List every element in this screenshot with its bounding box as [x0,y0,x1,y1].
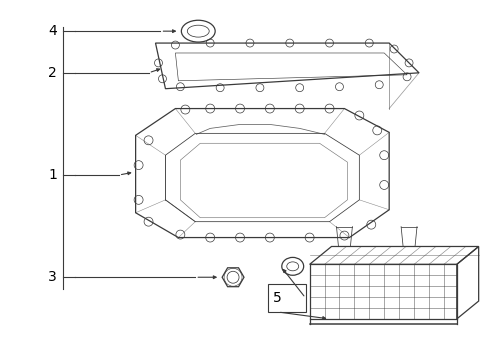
Text: 4: 4 [49,24,57,38]
Text: 2: 2 [49,66,57,80]
Text: 3: 3 [49,270,57,284]
Text: 1: 1 [48,168,57,182]
Text: 5: 5 [273,291,282,305]
